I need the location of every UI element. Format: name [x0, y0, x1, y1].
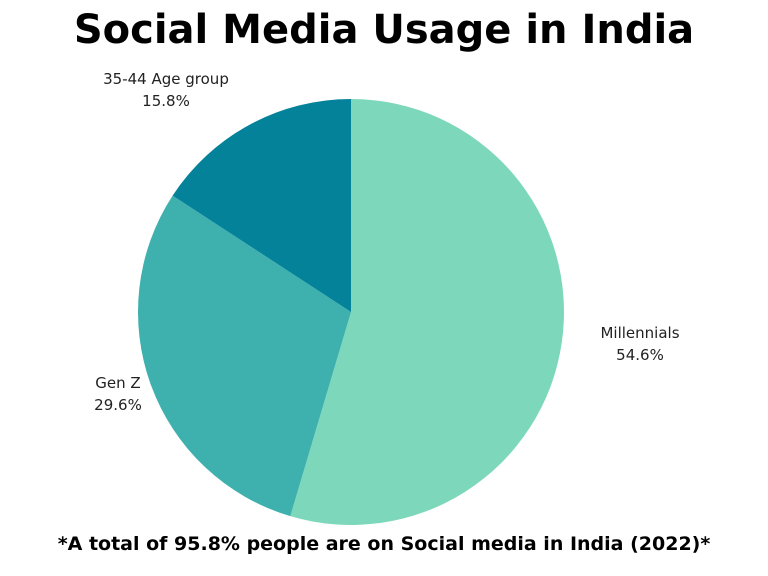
slice-label-value: 29.6% [94, 396, 142, 414]
pie-slice-gen-z [138, 195, 351, 517]
slice-label-name: Gen Z [95, 374, 140, 392]
pie-slice-35-44-age-group [172, 99, 351, 312]
slice-label-value: 54.6% [616, 346, 664, 364]
slice-label-name: Millennials [600, 324, 679, 342]
pie-slice-millennials [290, 99, 564, 525]
chart-title: Social Media Usage in India [73, 7, 695, 53]
slice-label-name: 35-44 Age group [103, 70, 229, 88]
slice-label-value: 15.8% [142, 92, 190, 110]
chart-footnote: *A total of 95.8% people are on Social m… [57, 533, 711, 555]
pie-slices [138, 99, 564, 525]
pie-labels: Millennials 54.6% Gen Z 29.6% 35-44 Age grou… [94, 70, 680, 414]
